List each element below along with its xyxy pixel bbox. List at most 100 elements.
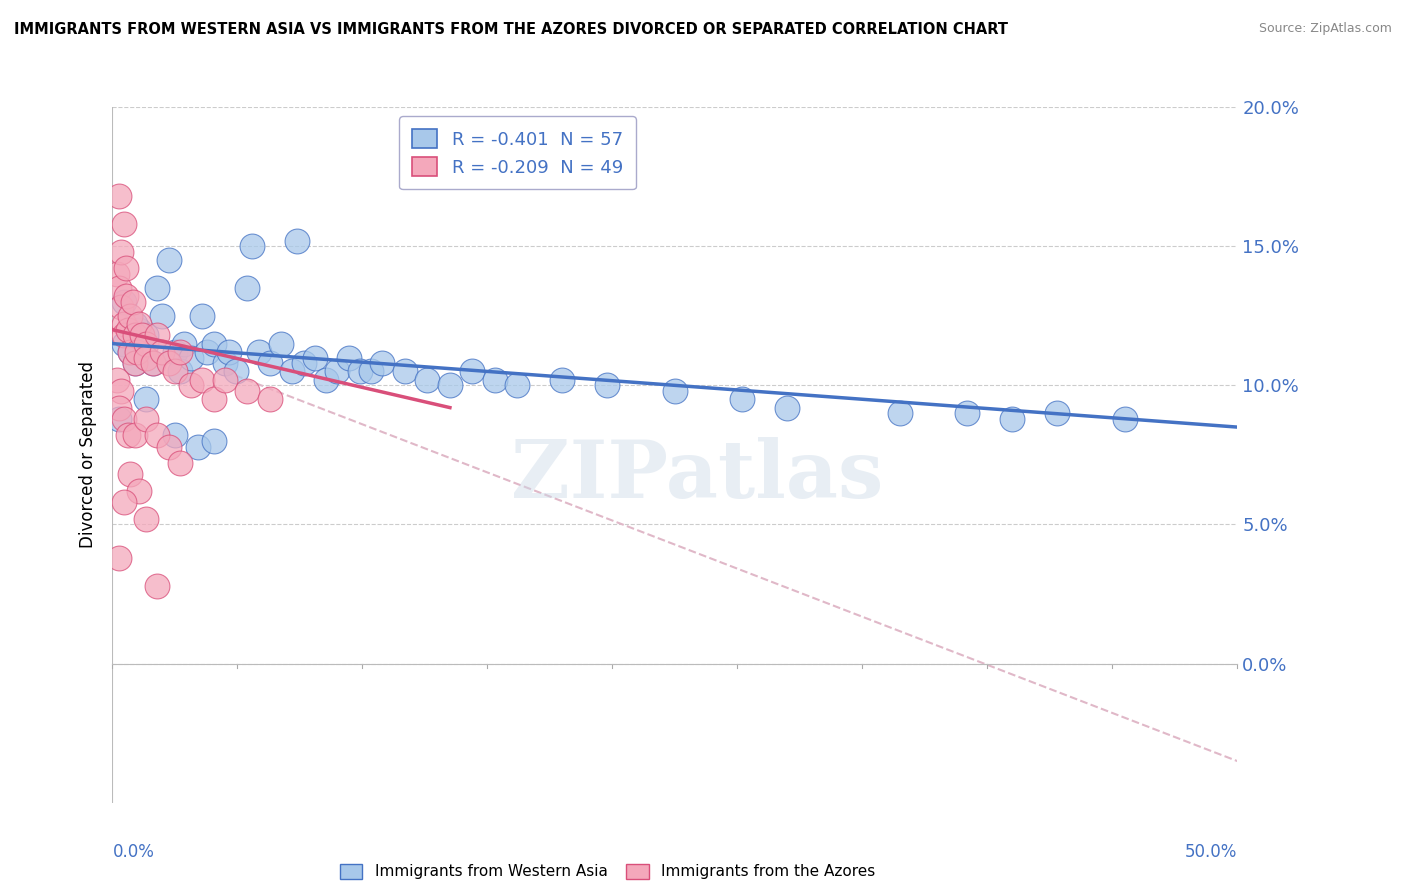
Point (157, 440, 180, 454)
Point (956, 406, 979, 420)
Point (416, 373, 439, 387)
Point (165, 428, 187, 442)
Point (146, 579, 169, 593)
Y-axis label: Divorced or Separated: Divorced or Separated (79, 361, 97, 549)
Point (110, 384, 132, 398)
Point (551, 373, 574, 387)
Point (202, 434, 225, 448)
Point (169, 456, 191, 470)
Point (1046, 406, 1069, 420)
Point (112, 317, 135, 331)
Point (214, 373, 236, 387)
Point (240, 239, 263, 253)
Point (180, 378, 202, 392)
Point (157, 253, 180, 268)
Point (128, 484, 150, 499)
Point (135, 411, 157, 425)
Point (173, 336, 195, 351)
Point (146, 281, 169, 295)
Point (731, 392, 754, 407)
Text: ZIPatlas: ZIPatlas (512, 437, 883, 515)
Point (135, 336, 157, 351)
Point (108, 550, 131, 565)
Point (169, 364, 191, 378)
Point (124, 356, 146, 370)
Point (371, 356, 394, 370)
Point (128, 317, 150, 331)
Point (214, 356, 236, 370)
Point (117, 323, 139, 337)
Point (112, 411, 135, 425)
Point (259, 356, 281, 370)
Point (124, 356, 146, 370)
Point (165, 364, 187, 378)
Point (349, 364, 371, 378)
Point (281, 364, 304, 378)
Point (105, 373, 128, 387)
Point (131, 328, 153, 343)
Point (146, 428, 169, 442)
Point (394, 364, 416, 378)
Point (180, 351, 202, 365)
Point (112, 217, 135, 231)
Point (360, 364, 382, 378)
Point (484, 373, 506, 387)
Point (337, 351, 360, 365)
Point (247, 345, 270, 359)
Point (1001, 411, 1024, 425)
Point (157, 356, 180, 370)
Point (124, 328, 146, 343)
Legend: Immigrants from Western Asia, Immigrants from the Azores: Immigrants from Western Asia, Immigrants… (333, 857, 882, 886)
Point (115, 261, 138, 276)
Point (135, 351, 157, 365)
Point (596, 378, 619, 392)
Point (121, 294, 143, 309)
Point (108, 401, 131, 415)
Point (202, 392, 225, 407)
Point (191, 309, 214, 323)
Point (191, 373, 214, 387)
Point (165, 345, 187, 359)
Point (128, 323, 150, 337)
Point (195, 345, 218, 359)
Point (108, 189, 131, 203)
Point (506, 378, 529, 392)
Point (115, 289, 138, 303)
Point (124, 428, 146, 442)
Point (108, 281, 131, 295)
Point (124, 317, 146, 331)
Point (112, 294, 135, 309)
Point (776, 401, 799, 415)
Text: Source: ZipAtlas.com: Source: ZipAtlas.com (1258, 22, 1392, 36)
Point (664, 384, 686, 398)
Point (461, 364, 484, 378)
Point (1114, 411, 1136, 425)
Point (135, 392, 157, 407)
Point (304, 351, 326, 365)
Point (202, 336, 225, 351)
Text: 0.0%: 0.0% (112, 843, 155, 861)
Point (187, 440, 209, 454)
Point (105, 267, 128, 281)
Point (108, 411, 131, 425)
Point (236, 384, 259, 398)
Point (292, 356, 315, 370)
Text: IMMIGRANTS FROM WESTERN ASIA VS IMMIGRANTS FROM THE AZORES DIVORCED OR SEPARATED: IMMIGRANTS FROM WESTERN ASIA VS IMMIGRAN… (14, 22, 1008, 37)
Point (127, 345, 149, 359)
Point (135, 512, 157, 526)
Point (110, 301, 132, 315)
Point (120, 309, 142, 323)
Point (112, 328, 135, 343)
Point (120, 345, 142, 359)
Point (142, 356, 165, 370)
Point (110, 244, 132, 259)
Point (146, 328, 169, 343)
Point (120, 467, 142, 482)
Point (889, 406, 911, 420)
Point (169, 345, 191, 359)
Point (236, 281, 259, 295)
Text: 50.0%: 50.0% (1185, 843, 1237, 861)
Point (315, 373, 337, 387)
Point (150, 309, 173, 323)
Point (439, 378, 461, 392)
